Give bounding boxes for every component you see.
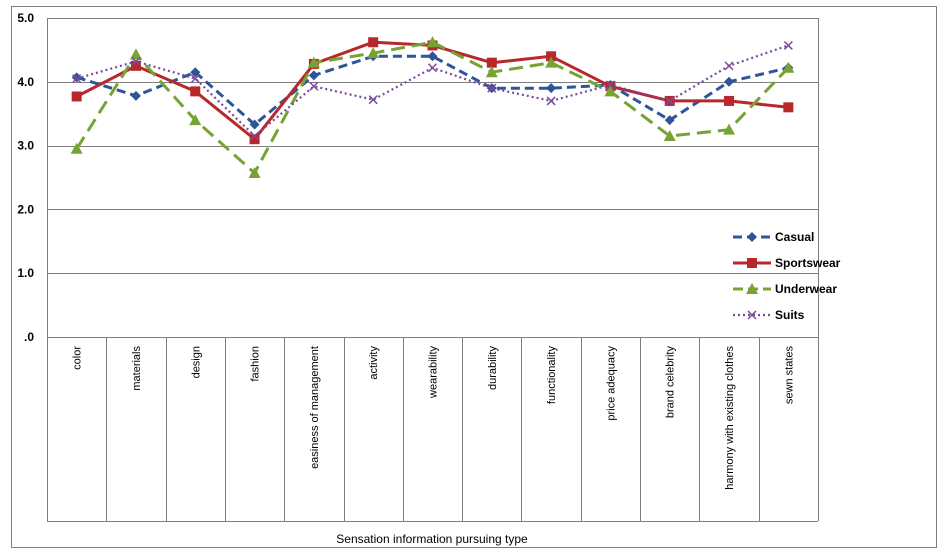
data-point-sportswear [130,60,141,71]
data-point-underwear [485,66,498,78]
data-point-sportswear [724,95,735,106]
data-point-suits [72,74,82,84]
y-tick-label: 4.0 [17,75,34,89]
category-table [47,18,819,522]
x-tick-label: functionality [546,346,558,405]
chart-outer-border [11,6,937,548]
data-point-casual [71,72,82,83]
data-point-underwear [70,142,83,154]
y-tick-label: 3.0 [17,139,34,153]
data-point-underwear [782,61,795,73]
data-point-underwear [545,56,558,68]
legend-label-underwear: Underwear [775,282,837,296]
data-point-suits [427,63,438,73]
data-point-suits [724,61,734,71]
x-tick-label: fashion [250,346,262,381]
data-point-casual [724,76,735,87]
data-point-underwear [367,47,380,59]
series-layer [70,36,795,179]
y-axis-ticks: .0 1.0 2.0 3.0 4.0 5.0 [17,11,34,344]
legend-item-casual: Casual [733,230,814,244]
data-point-casual [427,51,438,62]
x-axis-ticks: color materials design fashion easiness of m… [72,346,796,490]
legend-label-casual: Casual [775,230,814,244]
legend-item-sportswear: Sportswear [733,256,841,270]
data-point-underwear [248,167,261,179]
data-point-sportswear [546,51,557,62]
x-tick-label: color [72,346,84,370]
x-axis-title: Sensation information pursuing type [336,532,528,546]
y-tick-label: 5.0 [17,11,34,25]
data-point-underwear [604,85,617,97]
legend-marker-casual [747,232,757,242]
data-point-underwear [307,56,320,68]
x-tick-label: materials [131,346,143,391]
data-point-suits [190,74,200,84]
data-point-underwear [426,36,439,48]
data-point-underwear [663,130,676,142]
data-point-suits [665,96,675,106]
data-point-suits [487,83,497,93]
y-tick-label: .0 [24,330,34,344]
data-point-sportswear [783,102,794,113]
legend-label-suits: Suits [775,308,805,322]
x-tick-label: price adequacy [605,346,617,421]
data-point-sportswear [71,91,82,102]
data-point-sportswear [368,37,379,48]
y-tick-label: 1.0 [17,266,34,280]
data-point-suits [783,40,793,50]
data-point-suits [546,96,556,106]
x-tick-label: brand celebrity [665,346,677,419]
x-tick-label: activity [368,346,380,380]
data-point-casual [249,119,260,130]
series-underwear [70,36,795,179]
data-point-suits [309,81,319,91]
legend-marker-underwear [746,283,758,294]
legend: Casual Sportswear Underwear Suits [733,230,841,322]
data-point-casual [546,83,557,94]
legend-label-sportswear: Sportswear [775,256,841,270]
data-point-underwear [129,48,142,60]
data-point-sportswear [190,86,201,97]
data-point-sportswear [486,57,497,68]
legend-marker-suits [747,310,757,320]
y-tick-label: 2.0 [17,202,34,216]
x-tick-label: sewn states [783,346,795,405]
x-tick-label: easiness of management [309,346,321,469]
series-suits [72,40,793,141]
data-point-sportswear [249,134,260,145]
data-point-suits [368,95,378,105]
legend-marker-sportswear [747,258,757,268]
data-point-suits [605,80,615,90]
x-tick-label: wearability [428,346,440,399]
legend-item-suits: Suits [733,308,805,322]
data-point-underwear [723,123,736,135]
data-point-casual [664,115,675,126]
data-point-casual [130,90,141,101]
data-point-suits [131,56,141,66]
data-point-suits [250,131,260,141]
data-point-casual [308,70,319,81]
legend-item-underwear: Underwear [733,282,837,296]
x-tick-label: design [190,346,202,378]
x-tick-label: durability [487,346,499,391]
data-point-underwear [189,114,202,126]
data-point-casual [190,67,201,78]
x-tick-label: harmony with existing clothes [724,346,736,490]
